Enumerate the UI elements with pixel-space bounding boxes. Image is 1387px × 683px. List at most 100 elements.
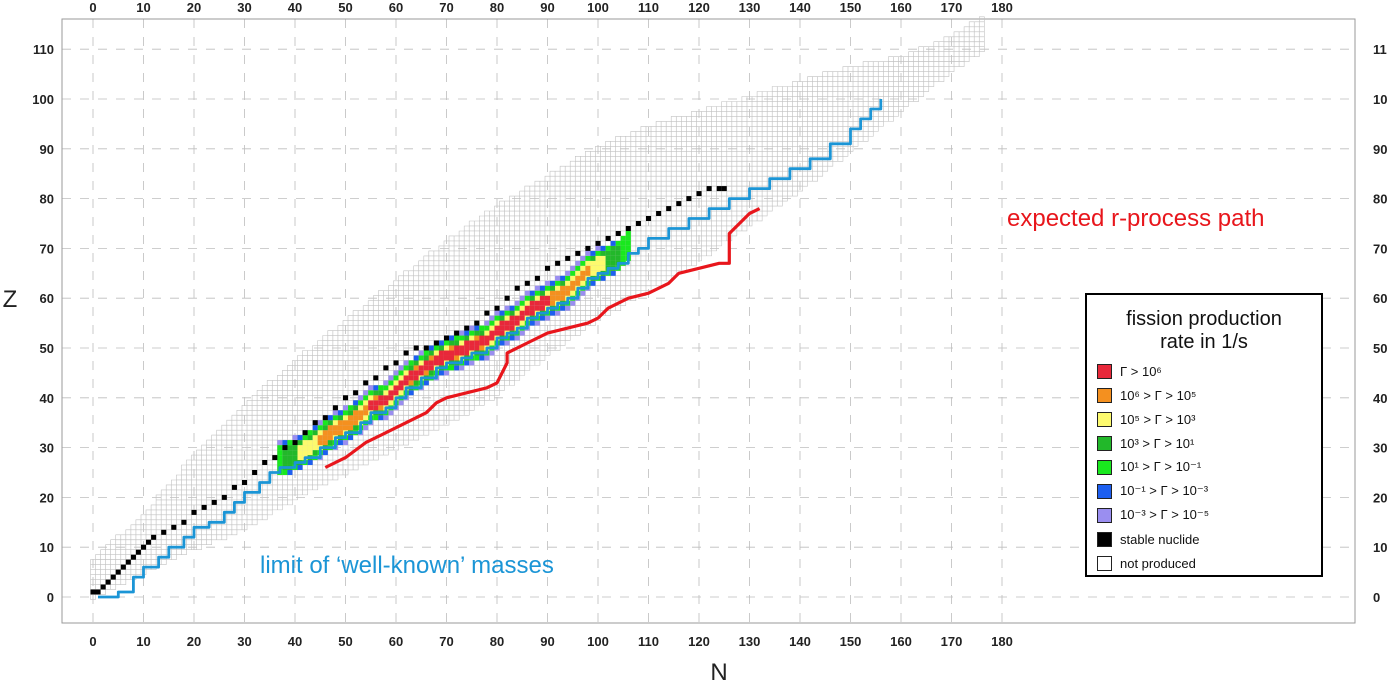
stable-nuclide xyxy=(146,539,152,545)
fission-rate-cell xyxy=(469,340,475,346)
fission-rate-cell xyxy=(287,455,293,461)
y-tick-label-left: 40 xyxy=(40,391,54,406)
legend-title-line1: fission production xyxy=(1126,308,1282,330)
y-tick-label-left: 100 xyxy=(32,92,54,107)
fission-rate-cell xyxy=(550,290,556,296)
stable-nuclide xyxy=(494,305,500,311)
stable-nuclide xyxy=(666,206,672,212)
fission-rate-cell xyxy=(610,270,616,276)
x-tick-label-bottom: 0 xyxy=(89,634,96,649)
fission-rate-cell xyxy=(539,305,545,311)
x-tick-label-bottom: 140 xyxy=(789,634,811,649)
fission-rate-cell xyxy=(449,345,455,351)
fission-rate-cell xyxy=(413,360,419,366)
fission-rate-cell xyxy=(312,425,318,431)
stable-nuclide xyxy=(524,280,530,286)
fission-rate-cell xyxy=(398,370,404,376)
fission-rate-cell xyxy=(368,385,374,391)
x-tick-label-bottom: 100 xyxy=(587,634,609,649)
fission-rate-cell xyxy=(343,410,349,416)
fission-rate-cell xyxy=(600,275,606,281)
fission-rate-cell xyxy=(529,295,535,301)
legend-label: Γ > 10⁶ xyxy=(1120,363,1162,379)
fission-rate-cell xyxy=(524,290,530,296)
stable-nuclide xyxy=(504,295,510,301)
stable-nuclide xyxy=(181,519,187,525)
fission-rate-cell xyxy=(423,370,429,376)
fission-rate-cell xyxy=(449,355,455,361)
fission-rate-cell xyxy=(423,355,429,361)
fission-rate-cell xyxy=(327,420,333,426)
fission-rate-cell xyxy=(519,300,525,306)
fission-rate-cell xyxy=(378,395,384,401)
fission-rate-cell xyxy=(358,400,364,406)
fission-rate-cell xyxy=(474,355,480,361)
stable-nuclide xyxy=(221,494,227,500)
fission-rate-cell xyxy=(358,415,364,421)
y-tick-label-left: 70 xyxy=(40,241,54,256)
well-known-masses-line xyxy=(98,99,883,599)
fission-rate-cell xyxy=(499,320,505,326)
fission-rate-cell xyxy=(348,405,354,411)
stable-nuclide xyxy=(706,186,712,192)
fission-rate-cell xyxy=(408,370,414,376)
fission-rate-cell xyxy=(585,270,591,276)
x-tick-label-top: 70 xyxy=(439,0,453,15)
stable-nuclide xyxy=(656,211,662,216)
fission-rate-cell xyxy=(479,345,485,351)
fission-rate-cell xyxy=(297,445,303,451)
stable-nuclide xyxy=(454,330,460,336)
fission-rate-cell xyxy=(509,320,515,326)
fission-rate-cell xyxy=(494,325,500,331)
legend-label: not produced xyxy=(1120,555,1196,571)
fission-rate-cell xyxy=(454,340,460,346)
fission-rate-cell xyxy=(580,265,586,271)
fission-rate-cell xyxy=(459,330,465,336)
fission-rate-cell xyxy=(287,450,293,456)
fission-rate-cell xyxy=(550,285,556,291)
fission-rate-cell xyxy=(353,415,359,421)
fission-rate-cell xyxy=(509,325,515,331)
fission-rate-cell xyxy=(363,400,369,406)
fission-rate-cell xyxy=(484,340,490,346)
fission-rate-cell xyxy=(570,285,576,291)
fission-rate-cell xyxy=(514,315,520,321)
legend: fission production rate in 1/s Γ > 10⁶ 10… xyxy=(1085,293,1323,577)
x-tick-label-top: 100 xyxy=(587,0,609,15)
legend-swatch xyxy=(1097,483,1112,499)
fission-rate-cell xyxy=(560,290,566,296)
x-tick-label-top: 80 xyxy=(490,0,504,15)
fission-rate-cell xyxy=(605,255,611,261)
fission-rate-cell xyxy=(358,410,364,416)
fission-rate-cell xyxy=(545,300,551,306)
fission-rate-cell xyxy=(363,415,369,421)
x-tick-label-bottom: 180 xyxy=(991,634,1013,649)
fission-rate-cell xyxy=(464,330,470,336)
fission-rate-cell xyxy=(489,335,495,341)
fission-rate-cell xyxy=(529,290,535,296)
stable-nuclide xyxy=(135,549,141,555)
fission-rate-cell xyxy=(469,360,475,366)
fission-rate-cell xyxy=(322,450,328,456)
fission-rate-cell xyxy=(590,265,596,271)
fission-rate-cell xyxy=(580,275,586,281)
x-tick-label-top: 160 xyxy=(890,0,912,15)
fission-rate-cell xyxy=(534,285,540,291)
fission-rate-cell xyxy=(449,335,455,341)
fission-rate-cell xyxy=(418,360,424,366)
stable-nuclide xyxy=(242,480,248,485)
fission-rate-cell xyxy=(353,420,359,426)
fission-rate-cell xyxy=(545,280,551,286)
fission-rate-cell xyxy=(337,440,343,446)
x-tick-label-bottom: 20 xyxy=(187,634,201,649)
y-tick-label-left: 30 xyxy=(40,441,54,456)
y-tick-label-right: 110 xyxy=(1373,42,1387,57)
stable-nuclide xyxy=(105,579,111,585)
fission-rate-cell xyxy=(398,390,404,396)
fission-rate-cell xyxy=(378,400,384,406)
fission-rate-cell xyxy=(368,400,374,406)
fission-rate-cell xyxy=(454,365,460,371)
fission-rate-cell xyxy=(438,340,444,346)
stable-nuclide xyxy=(191,509,197,515)
fission-rate-cell xyxy=(479,325,485,331)
